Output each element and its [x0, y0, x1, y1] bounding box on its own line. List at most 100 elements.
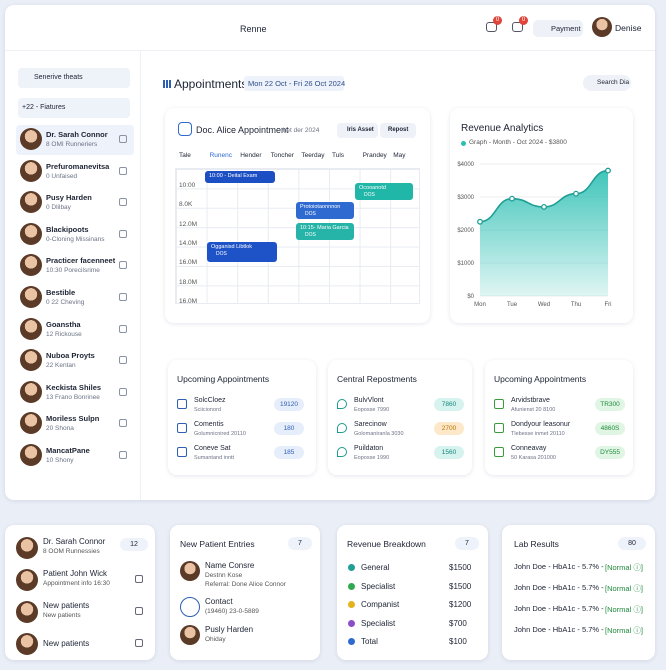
- event-sub: DOS: [305, 232, 316, 238]
- sidebar-divider: [140, 51, 141, 500]
- contact-action-icon: [119, 166, 127, 175]
- contact-row[interactable]: Prefuromanevitsa 0 Unfaised: [16, 157, 134, 187]
- contact-avatar: [20, 444, 42, 466]
- entries-card: New Patient Entries 7 Name Consre Destnn Ko…: [170, 525, 320, 660]
- item-icon: [177, 447, 187, 457]
- calendar-event[interactable]: Ogganisd Libtlok DOS: [207, 242, 277, 262]
- entry-line: Referral: Done Alice Connor: [205, 581, 286, 588]
- item-name: Sarecinow: [354, 421, 387, 428]
- revenue-card: Revenue Analytics Graph - Month - Oct 202…: [450, 108, 633, 323]
- contact-row[interactable]: Practicer facenneet 10:30 Porecilsrime: [16, 251, 134, 281]
- y-tick-label: $3000: [457, 195, 474, 201]
- item-detail: Golomaniranla 3030: [354, 431, 404, 437]
- search-button[interactable]: Search Dia: [583, 75, 631, 91]
- contact-avatar: [20, 412, 42, 435]
- contact-avatar: [16, 537, 38, 559]
- contact-row[interactable]: MancatPane 10 Shony: [16, 441, 134, 471]
- item-icon: [337, 423, 347, 433]
- entry-avatar: [180, 625, 200, 645]
- contact-detail: 8 OMI Runneriers: [46, 141, 98, 148]
- event-label: Ocooanotd: [359, 185, 386, 191]
- contact-detail: 13 Frano Bonrinee: [46, 393, 100, 401]
- item-name: Coneve Sat: [194, 445, 231, 452]
- time-label: 10:00: [179, 182, 196, 189]
- item-badge: DY555: [595, 446, 625, 459]
- notification-icon[interactable]: [512, 22, 523, 32]
- x-tick-label: Wed: [538, 302, 550, 308]
- calendar-button[interactable]: Repost: [380, 123, 416, 138]
- contact-detail: Appointment info 16:30: [43, 580, 110, 587]
- info-card: Upcoming Appointments SolcCloez Sciicionor…: [168, 360, 316, 475]
- contact-row[interactable]: Bestible 0 22 Cheving: [16, 283, 134, 313]
- contact-name: Practicer facenneet: [46, 256, 116, 266]
- date-range: Mon 22 Oct - Fri 26 Oct 2024: [244, 76, 345, 91]
- item-name: SolcCloez: [194, 397, 226, 404]
- revenue-point: [509, 195, 515, 202]
- contact-detail: 0-Cloning Missinans: [46, 235, 105, 243]
- calendar-column: Prandey: [362, 152, 387, 159]
- breakdown-amount: $100: [449, 637, 467, 647]
- event-sub: DOS: [364, 192, 375, 198]
- item-icon: [494, 447, 504, 457]
- item-name: Comentis: [194, 421, 224, 428]
- breakdown-amount: $1500: [449, 563, 472, 572]
- calendar-event[interactable]: Protoiotaonnnon DOS: [296, 202, 354, 219]
- item-badge: 1560: [434, 446, 464, 459]
- item-icon: [177, 423, 187, 433]
- calendar-event[interactable]: 10:15- Maria Garcia DOS: [296, 223, 354, 240]
- contact-row[interactable]: Nuboa Proyts 22 Kentan: [16, 346, 134, 376]
- time-label: 14.0M: [179, 239, 198, 247]
- count-badge: 12: [120, 538, 148, 551]
- time-label: 18.0M: [179, 278, 198, 286]
- contact-row[interactable]: Blackipoots 0-Cloning Missinans: [16, 220, 134, 250]
- search-box[interactable]: Senerive theats: [18, 68, 130, 88]
- contact-avatar: [20, 191, 42, 214]
- payment-button[interactable]: Payment: [533, 20, 583, 37]
- contact-name: Goanstha: [46, 319, 81, 329]
- legend-dot: [348, 582, 355, 590]
- notification-icon[interactable]: [486, 22, 497, 32]
- contact-row[interactable]: Keckista Shiles 13 Frano Bonrinee: [16, 378, 134, 408]
- user-name: Denise: [615, 23, 642, 33]
- contact-row[interactable]: Dr. Sarah Connor 8 OMI Runneriers: [16, 125, 134, 155]
- event-sub: DOS: [216, 251, 227, 257]
- item-icon: [177, 399, 187, 409]
- contact-avatar: [20, 254, 42, 277]
- card-title: Upcoming Appointments: [494, 374, 587, 384]
- card-title: Central Repostments: [337, 374, 417, 384]
- contact-action-icon: [119, 356, 127, 365]
- contact-avatar: [16, 601, 38, 623]
- y-tick-label: $4000: [457, 162, 474, 168]
- revenue-point: [605, 167, 611, 174]
- lab-text: John Doe - HbA1c - 5.7% -: [514, 562, 604, 571]
- contact-action-icon: [119, 419, 127, 428]
- lab-card: Lab Results 80 John Doe - HbA1c - 5.7% - [N…: [502, 525, 655, 660]
- calendar-button[interactable]: Iris Asset: [337, 123, 378, 138]
- info-card: Central Repostments BulvVlont Eoposse 7990…: [328, 360, 472, 475]
- contact-row[interactable]: Moriless Sulpn 20 Shona: [16, 409, 134, 439]
- lab-status: [Normal ⓘ]: [605, 605, 643, 614]
- legend-dot: [348, 564, 355, 571]
- revenue-point: [573, 190, 579, 197]
- breakdown-amount: $700: [449, 618, 467, 628]
- contact-avatar: [20, 128, 42, 150]
- contact-row[interactable]: Goanstha 12 Rickouse: [16, 315, 134, 345]
- revenue-point: [541, 203, 547, 210]
- contact-detail: 0 Dlilbay: [46, 204, 71, 212]
- calendar-event[interactable]: Ocooanotd DOS: [355, 183, 413, 200]
- contact-row[interactable]: Pusy Harden 0 Dlilbay: [16, 188, 134, 218]
- contact-detail: 0 22 Cheving: [46, 299, 85, 306]
- x-tick-label: Mon: [474, 302, 486, 308]
- contact-detail: New patients: [43, 612, 81, 619]
- search-placeholder: Senerive theats: [34, 74, 83, 81]
- calendar-event[interactable]: 10:00 - Deital Exam: [205, 171, 275, 183]
- contact-avatar: [20, 349, 42, 372]
- filter-box[interactable]: +22 - Fiatures: [18, 98, 130, 118]
- x-tick-label: Tue: [507, 302, 518, 308]
- contact-name: Blackipoots: [46, 224, 89, 234]
- item-badge: 19120: [274, 398, 304, 411]
- lab-status: [Normal ⓘ]: [605, 626, 643, 635]
- event-label: Protoiotaonnnon: [300, 204, 341, 210]
